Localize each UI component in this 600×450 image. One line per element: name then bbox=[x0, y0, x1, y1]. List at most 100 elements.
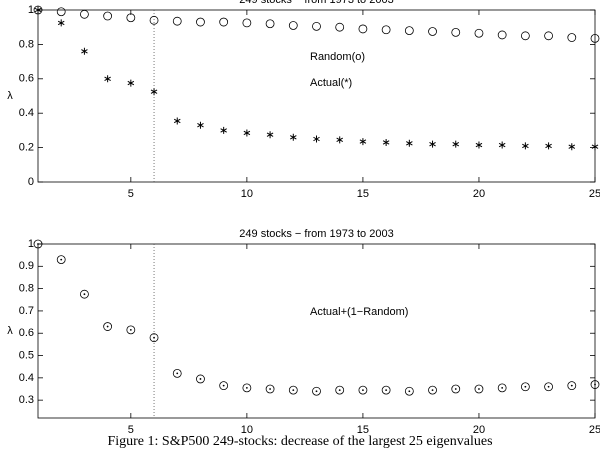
point bbox=[335, 22, 345, 32]
x-tick-label: 10 bbox=[241, 424, 253, 436]
point bbox=[428, 385, 437, 395]
point-dot bbox=[547, 385, 550, 388]
point bbox=[497, 383, 507, 393]
x-tick-label: 25 bbox=[589, 424, 600, 436]
point bbox=[522, 142, 529, 150]
point bbox=[266, 131, 274, 139]
point bbox=[406, 139, 413, 147]
point-ring bbox=[288, 21, 298, 30]
point-ring bbox=[381, 25, 391, 35]
point bbox=[451, 27, 461, 37]
point-dot bbox=[594, 383, 596, 386]
point bbox=[545, 142, 552, 150]
point-ring bbox=[103, 322, 113, 331]
y-tick-label: 0.8 bbox=[19, 38, 34, 50]
chart-title: 249 stocks − from 1973 to 2003 bbox=[239, 0, 393, 6]
y-tick-label: 0.5 bbox=[19, 349, 34, 361]
point bbox=[358, 385, 368, 395]
y-tick-label: 0.4 bbox=[19, 372, 34, 384]
y-tick-label: 0.9 bbox=[19, 260, 34, 272]
point-ring bbox=[126, 325, 136, 335]
y-axis-label: λ bbox=[7, 90, 13, 102]
point bbox=[590, 33, 600, 43]
point bbox=[242, 18, 252, 28]
point-ring bbox=[590, 380, 600, 389]
point bbox=[591, 143, 599, 151]
point-ring bbox=[33, 5, 43, 15]
point-ring bbox=[358, 385, 368, 395]
x-tick-label: 5 bbox=[128, 424, 134, 436]
point-ring bbox=[358, 24, 368, 34]
point bbox=[34, 6, 42, 14]
point-ring bbox=[335, 385, 345, 395]
point bbox=[544, 31, 553, 41]
point-ring bbox=[497, 383, 507, 393]
point bbox=[404, 386, 414, 396]
point bbox=[381, 25, 391, 35]
point-dot bbox=[315, 390, 318, 393]
point bbox=[313, 135, 320, 143]
x-tick-label: 15 bbox=[357, 424, 369, 436]
point-ring bbox=[172, 16, 182, 26]
point-ring bbox=[474, 28, 484, 38]
point bbox=[265, 384, 275, 394]
legend-label: Actual(*) bbox=[310, 77, 352, 89]
point bbox=[196, 374, 205, 384]
point bbox=[520, 382, 530, 392]
point-ring bbox=[56, 7, 66, 17]
point bbox=[172, 16, 182, 26]
point-ring bbox=[335, 22, 345, 32]
point-dot bbox=[362, 389, 364, 392]
point-ring bbox=[242, 18, 252, 28]
point bbox=[150, 88, 158, 96]
point-ring bbox=[474, 384, 484, 394]
y-tick-label: 0.4 bbox=[19, 107, 34, 119]
point bbox=[243, 129, 251, 137]
y-tick-label: 0.2 bbox=[19, 142, 34, 154]
point bbox=[428, 27, 437, 36]
point-ring bbox=[149, 333, 159, 343]
point-ring bbox=[451, 27, 461, 37]
point bbox=[475, 141, 483, 149]
point-ring bbox=[103, 11, 113, 21]
point bbox=[544, 382, 553, 392]
point bbox=[335, 385, 345, 395]
plot-frame bbox=[37, 243, 596, 419]
point-ring bbox=[404, 386, 414, 396]
point-ring bbox=[428, 27, 437, 36]
point bbox=[567, 381, 577, 391]
point bbox=[568, 143, 576, 151]
point bbox=[197, 121, 204, 129]
point-dot bbox=[431, 389, 434, 392]
point bbox=[590, 380, 600, 389]
point bbox=[567, 33, 577, 42]
point-ring bbox=[196, 17, 205, 27]
point-dot bbox=[408, 390, 411, 393]
point bbox=[497, 30, 507, 40]
x-tick-label: 25 bbox=[589, 188, 600, 200]
point bbox=[359, 138, 367, 146]
x-tick-label: 20 bbox=[473, 188, 485, 200]
point-dot bbox=[501, 386, 504, 389]
point bbox=[451, 384, 461, 394]
point bbox=[149, 15, 159, 25]
point bbox=[126, 13, 136, 23]
point-dot bbox=[129, 328, 132, 331]
point-ring bbox=[544, 382, 553, 392]
point bbox=[81, 47, 88, 55]
point-dot bbox=[60, 258, 63, 261]
point-ring bbox=[242, 383, 252, 393]
point-dot bbox=[83, 293, 86, 296]
point-ring bbox=[80, 289, 89, 299]
point-ring bbox=[312, 21, 321, 31]
y-tick-label: 0.3 bbox=[19, 394, 34, 406]
point bbox=[172, 368, 182, 378]
point bbox=[103, 11, 113, 21]
point bbox=[56, 255, 66, 265]
point bbox=[312, 386, 321, 396]
y-tick-label: 1 bbox=[28, 238, 34, 250]
point bbox=[33, 5, 43, 15]
legend-label: Actual+(1−Random) bbox=[310, 306, 408, 318]
point-ring bbox=[149, 15, 159, 25]
point bbox=[127, 79, 135, 87]
